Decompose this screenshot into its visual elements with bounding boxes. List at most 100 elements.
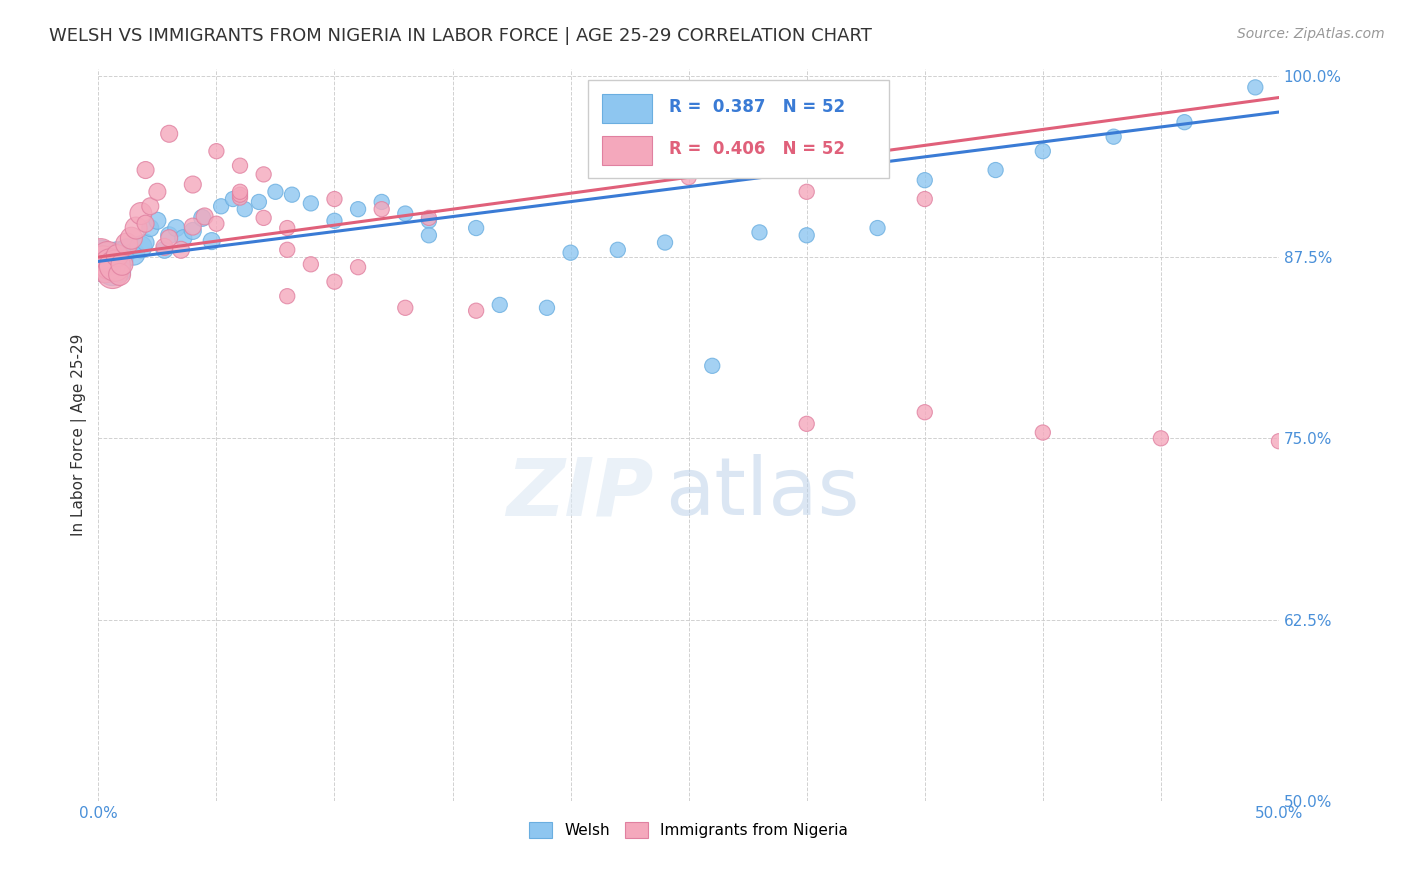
Point	[299, 257, 322, 271]
Point	[129, 206, 152, 220]
Point	[157, 231, 180, 245]
Point	[105, 249, 128, 263]
Point	[181, 219, 204, 234]
Point	[796, 228, 818, 243]
Point	[1032, 144, 1054, 158]
Point	[299, 196, 322, 211]
Point	[914, 405, 936, 419]
Point	[98, 257, 121, 271]
Point	[125, 221, 148, 235]
Point	[111, 257, 134, 271]
Point	[129, 240, 152, 254]
Point	[488, 298, 510, 312]
Point	[139, 199, 162, 213]
Point	[264, 185, 287, 199]
Point	[606, 243, 628, 257]
Point	[247, 194, 270, 209]
Point	[181, 178, 204, 192]
Point	[1268, 434, 1291, 449]
Point	[139, 221, 162, 235]
Text: R =  0.406   N = 52: R = 0.406 N = 52	[669, 140, 845, 158]
Point	[146, 185, 169, 199]
Point	[108, 268, 131, 282]
Point	[135, 235, 157, 250]
Point	[153, 240, 176, 254]
Point	[536, 301, 558, 315]
Point	[191, 211, 214, 225]
Point	[678, 170, 700, 185]
Point	[205, 217, 228, 231]
Point	[222, 192, 245, 206]
Point	[94, 260, 117, 275]
Point	[209, 199, 232, 213]
FancyBboxPatch shape	[588, 79, 890, 178]
Point	[97, 252, 120, 266]
Point	[181, 224, 204, 238]
Point	[323, 192, 346, 206]
Point	[370, 202, 392, 217]
Point	[108, 264, 131, 278]
Point	[153, 243, 176, 257]
Point	[101, 263, 124, 277]
Point	[253, 211, 276, 225]
Point	[135, 163, 157, 178]
Point	[135, 217, 157, 231]
Point	[276, 289, 298, 303]
Point	[702, 359, 724, 373]
FancyBboxPatch shape	[602, 95, 652, 123]
Point	[866, 221, 889, 235]
Point	[94, 260, 117, 275]
Point	[253, 167, 276, 181]
Point	[394, 301, 416, 315]
Point	[201, 234, 224, 248]
Text: atlas: atlas	[665, 454, 859, 533]
Point	[101, 266, 124, 280]
Point	[104, 259, 127, 273]
Point	[418, 214, 440, 228]
Point	[1032, 425, 1054, 440]
FancyBboxPatch shape	[602, 136, 652, 165]
Point	[205, 144, 228, 158]
Point	[347, 202, 370, 217]
Point	[276, 221, 298, 235]
Point	[1244, 80, 1267, 95]
Point	[323, 214, 346, 228]
Point	[418, 211, 440, 225]
Point	[465, 303, 488, 318]
Point	[229, 159, 252, 173]
Point	[122, 247, 145, 261]
Point	[104, 256, 127, 270]
Point	[984, 163, 1007, 178]
Point	[229, 185, 252, 199]
Point	[90, 249, 112, 263]
Point	[796, 185, 818, 199]
Point	[914, 192, 936, 206]
Point	[914, 173, 936, 187]
Point	[105, 245, 128, 260]
Point	[229, 191, 252, 205]
Legend: Welsh, Immigrants from Nigeria: Welsh, Immigrants from Nigeria	[523, 816, 855, 845]
Point	[91, 254, 114, 268]
Point	[1102, 129, 1125, 144]
Point	[172, 231, 194, 245]
Point	[120, 231, 142, 245]
Y-axis label: In Labor Force | Age 25-29: In Labor Force | Age 25-29	[72, 334, 87, 536]
Point	[465, 221, 488, 235]
Point	[276, 243, 298, 257]
Point	[115, 243, 138, 257]
Point	[97, 250, 120, 264]
Point	[146, 214, 169, 228]
Point	[91, 254, 114, 268]
Point	[394, 206, 416, 220]
Point	[370, 194, 392, 209]
Point	[233, 202, 256, 217]
Text: WELSH VS IMMIGRANTS FROM NIGERIA IN LABOR FORCE | AGE 25-29 CORRELATION CHART: WELSH VS IMMIGRANTS FROM NIGERIA IN LABO…	[49, 27, 872, 45]
Point	[98, 259, 121, 273]
Point	[281, 187, 304, 202]
Point	[157, 228, 180, 243]
Point	[90, 247, 112, 261]
Text: ZIP: ZIP	[506, 454, 654, 533]
Point	[194, 210, 217, 224]
Point	[165, 221, 187, 235]
Point	[418, 228, 440, 243]
